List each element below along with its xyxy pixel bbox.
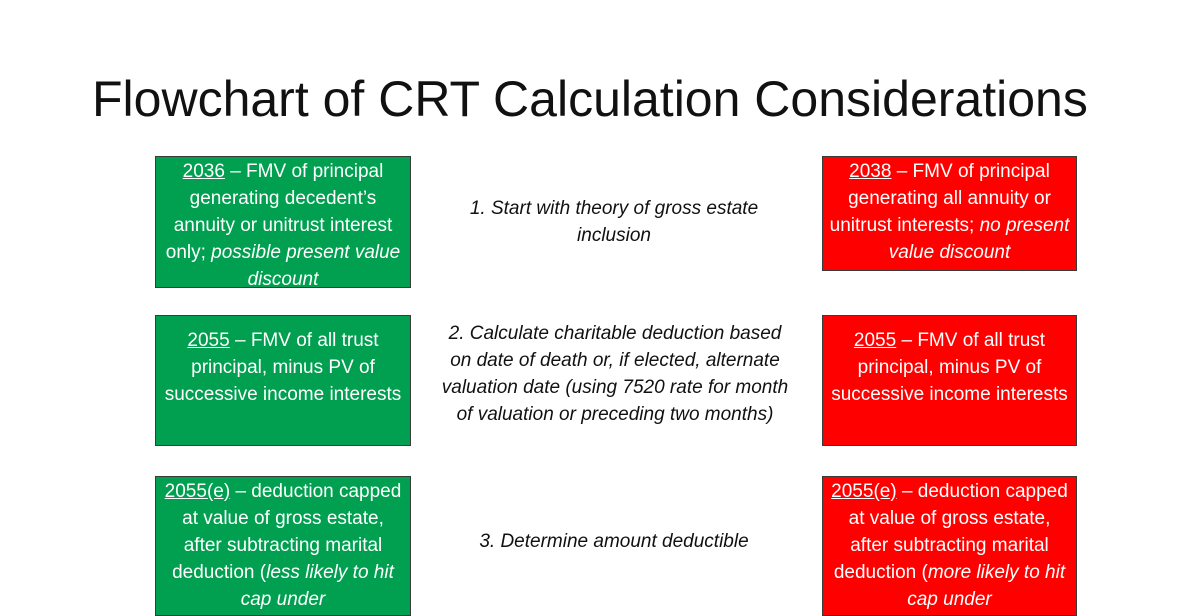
section-code: 2038 (849, 161, 892, 182)
left-box-2055e: 2055(e) – deduction capped at value of g… (155, 476, 411, 616)
section-code: 2055(e) (164, 481, 231, 502)
section-code: 2055 (187, 330, 230, 351)
box-text: – FMV of all trust principal, minus PV o… (831, 330, 1068, 405)
step-3-label: 3. Determine amount deductible (479, 531, 749, 552)
step-2-label: 2. Calculate charitable deduction based … (441, 323, 789, 425)
section-code: 2055(e) (831, 481, 897, 502)
box-emphasis: possible present value discount (211, 242, 401, 288)
box-text: – deduction capped at value of gross est… (172, 481, 402, 583)
right-box-2055: 2055 – FMV of all trust principal, minus… (822, 315, 1077, 446)
box-text: – FMV of principal generating all annuit… (829, 161, 1051, 236)
right-box-2038: 2038 – FMV of principal generating all a… (822, 156, 1077, 271)
box-text: – FMV of principal generating decedent’s… (165, 161, 393, 263)
box-text: – deduction capped at value of gross est… (833, 481, 1068, 583)
box-text: – FMV of all trust principal, minus PV o… (164, 330, 402, 405)
section-code: 2036 (182, 161, 225, 182)
box-emphasis: more likely to hit cap under (907, 562, 1066, 610)
box-emphasis: no present value discount (888, 215, 1070, 263)
slide-title: Flowchart of CRT Calculation Considerati… (92, 71, 1088, 127)
left-box-2036: 2036 – FMV of principal generating deced… (155, 156, 411, 288)
section-code: 2055 (853, 330, 897, 351)
step-1-label: 1. Start with theory of gross estate inc… (469, 198, 759, 246)
left-box-2055: 2055 – FMV of all trust principal, minus… (155, 315, 411, 446)
right-box-2055e: 2055(e) – deduction capped at value of g… (822, 476, 1077, 616)
